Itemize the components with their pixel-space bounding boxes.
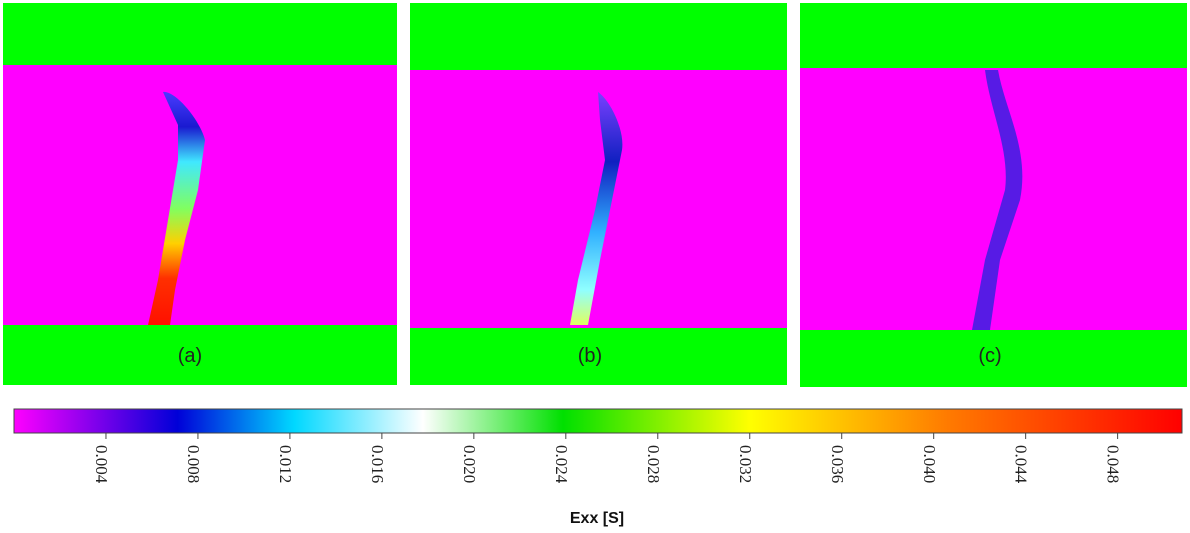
- panel-a: [3, 3, 397, 385]
- panel-label: (c): [978, 345, 1001, 367]
- colorbar: [13, 408, 1183, 434]
- tick-label: 0.044: [1012, 445, 1031, 484]
- tick-label: 0.040: [920, 445, 939, 483]
- tick-label: 0.012: [276, 445, 295, 483]
- panel-c: [800, 3, 1187, 387]
- tick-label: 0.020: [460, 445, 479, 483]
- tick-label: 0.036: [828, 445, 847, 483]
- panel-label: (a): [178, 345, 202, 367]
- tick-label: 0.016: [368, 445, 387, 483]
- tick-label: 0.048: [1104, 445, 1123, 483]
- tick-label: 0.028: [644, 445, 663, 483]
- colorbar-label: Exx [S]: [570, 510, 624, 527]
- tick-label: 0.024: [552, 445, 571, 484]
- tick-label: 0.008: [184, 445, 203, 483]
- tick-label: 0.004: [92, 445, 111, 484]
- panel-b: [410, 3, 787, 385]
- tick-label: 0.032: [736, 445, 755, 483]
- panel-label: (b): [578, 345, 602, 367]
